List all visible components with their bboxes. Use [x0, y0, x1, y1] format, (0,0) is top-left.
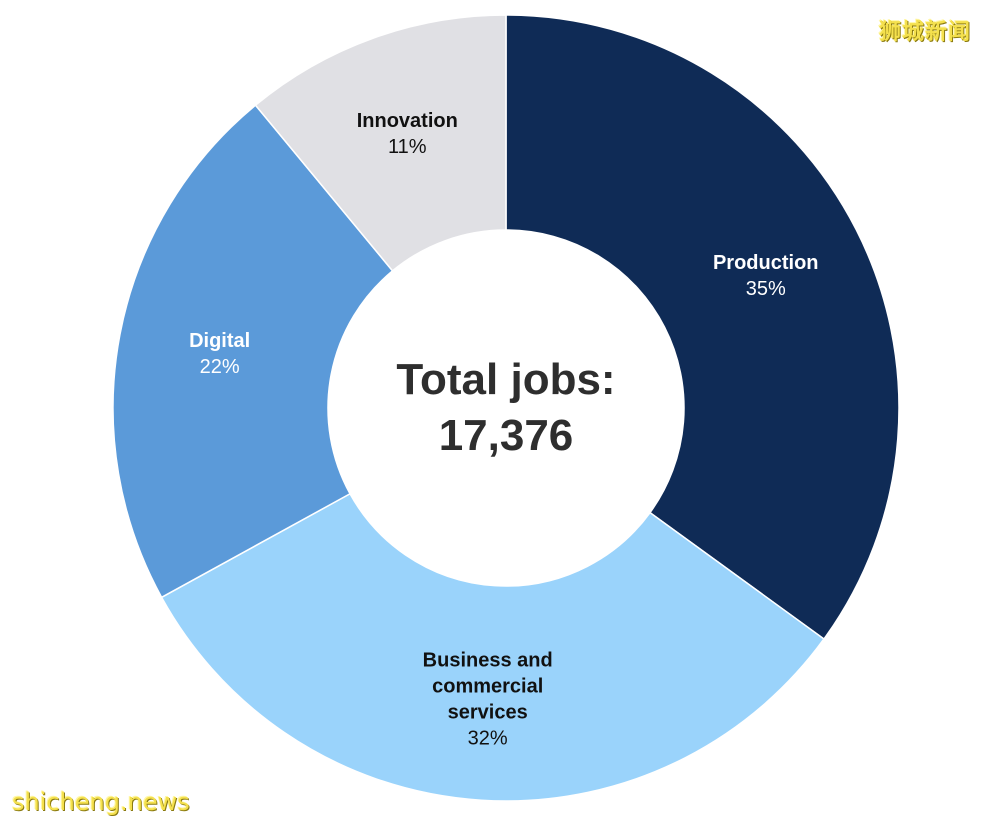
slices-layer [112, 14, 900, 802]
slice-label-production: Production 35% [713, 252, 819, 300]
slice-percent-business-and-commercial-services: 32% [468, 727, 508, 749]
slice-name-innovation-line-1: Innovation [357, 110, 458, 132]
slice-name-digital-line-1: Digital [189, 330, 250, 352]
labels-layer: Production 35% Business and commercial servi… [189, 110, 818, 749]
slice-name-production-line-1: Production [713, 252, 819, 274]
watermark-top-right: 狮城新闻 [878, 20, 971, 45]
slice-name-business-and-commercial-services-line-1: Business and [423, 649, 553, 671]
slice-business-and-commercial-services [160, 492, 825, 802]
slice-name-business-and-commercial-services-line-2: commercial [432, 675, 543, 697]
watermark-bottom-left: shicheng.news [12, 788, 190, 816]
slice-percent-innovation: 11% [388, 136, 427, 158]
slice-label-digital: Digital 22% [189, 330, 250, 378]
slice-innovation [254, 14, 507, 272]
center-label-title: Total jobs: [396, 355, 615, 404]
slice-percent-digital: 22% [200, 356, 240, 378]
slice-digital [112, 104, 394, 599]
slice-label-innovation: Innovation 11% [357, 110, 458, 158]
slice-percent-production: 35% [746, 278, 786, 300]
slice-label-business-and-commercial-services: Business and commercial services 32% [423, 649, 553, 749]
slice-production [505, 14, 900, 641]
slice-name-business-and-commercial-services-line-3: services [448, 701, 528, 723]
center-label-total: 17,376 [439, 411, 574, 460]
